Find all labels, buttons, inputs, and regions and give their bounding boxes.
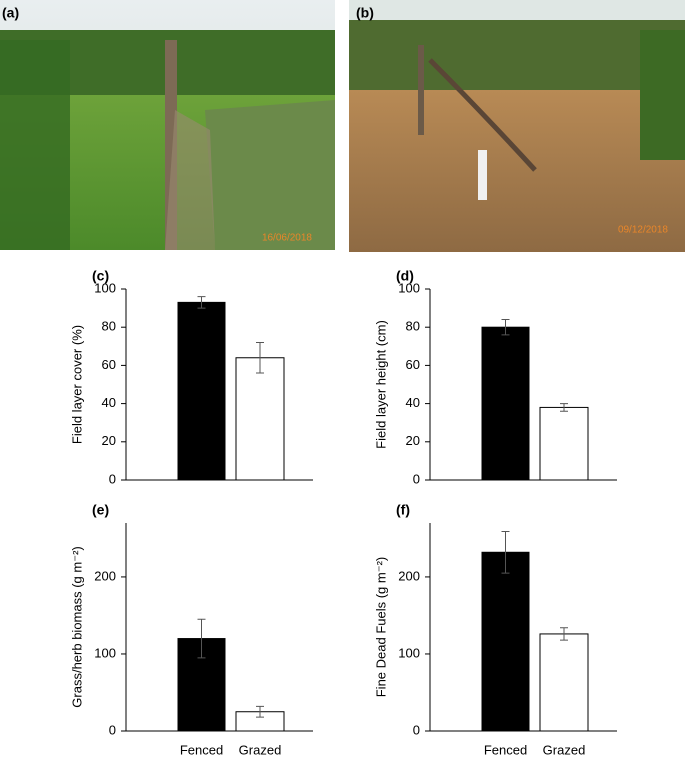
bar <box>481 326 530 481</box>
y-axis-label: Grass/herb biomass (g m⁻²) <box>69 546 84 707</box>
x-tick-label: Grazed <box>239 742 282 757</box>
y-tick-label: 0 <box>109 471 116 486</box>
error-bar <box>256 341 264 374</box>
y-tick-label: 60 <box>406 357 420 372</box>
y-tick-label: 0 <box>413 722 420 737</box>
y-tick-label: 80 <box>102 319 116 334</box>
y-tick-label: 40 <box>102 395 116 410</box>
photo-stamp: 16/06/2018 <box>262 233 312 244</box>
bar <box>235 357 285 481</box>
y-tick-label: 100 <box>398 280 420 295</box>
x-tick-label: Fenced <box>180 742 223 757</box>
photo-label: (a) <box>2 5 19 21</box>
panel-label: (f) <box>396 502 410 518</box>
y-tick-label: 100 <box>94 280 116 295</box>
y-tick-label: 0 <box>109 722 116 737</box>
y-axis-label: Fine Dead Fuels (g m⁻²) <box>373 557 388 698</box>
error-bar <box>256 705 264 718</box>
y-tick-label: 0 <box>413 471 420 486</box>
y-tick-label: 60 <box>102 357 116 372</box>
photo-b <box>349 0 685 252</box>
y-tick-label: 20 <box>102 433 116 448</box>
panel-label: (c) <box>92 268 109 284</box>
error-bar <box>560 627 568 641</box>
y-tick-label: 200 <box>398 568 420 583</box>
panel-label: (d) <box>396 268 414 284</box>
photo-a <box>0 0 335 250</box>
y-tick-label: 20 <box>406 433 420 448</box>
y-tick-label: 40 <box>406 395 420 410</box>
bar <box>481 551 530 732</box>
y-tick-label: 100 <box>398 645 420 660</box>
error-bar <box>560 403 568 412</box>
y-tick-label: 80 <box>406 319 420 334</box>
error-bar <box>197 618 206 659</box>
bar <box>539 406 589 481</box>
error-bar <box>501 319 510 336</box>
x-tick-label: Fenced <box>484 742 527 757</box>
photo-stamp: 09/12/2018 <box>618 225 668 236</box>
y-axis-label: Field layer height (cm) <box>373 320 388 449</box>
bar <box>177 301 226 481</box>
y-tick-label: 100 <box>94 645 116 660</box>
error-bar <box>197 296 206 309</box>
error-bar <box>501 530 510 574</box>
y-axis-label: Field layer cover (%) <box>69 325 84 444</box>
bar <box>539 633 589 732</box>
y-tick-label: 200 <box>94 568 116 583</box>
photo-label: (b) <box>356 5 374 21</box>
panel-label: (e) <box>92 502 109 518</box>
x-tick-label: Grazed <box>543 742 586 757</box>
